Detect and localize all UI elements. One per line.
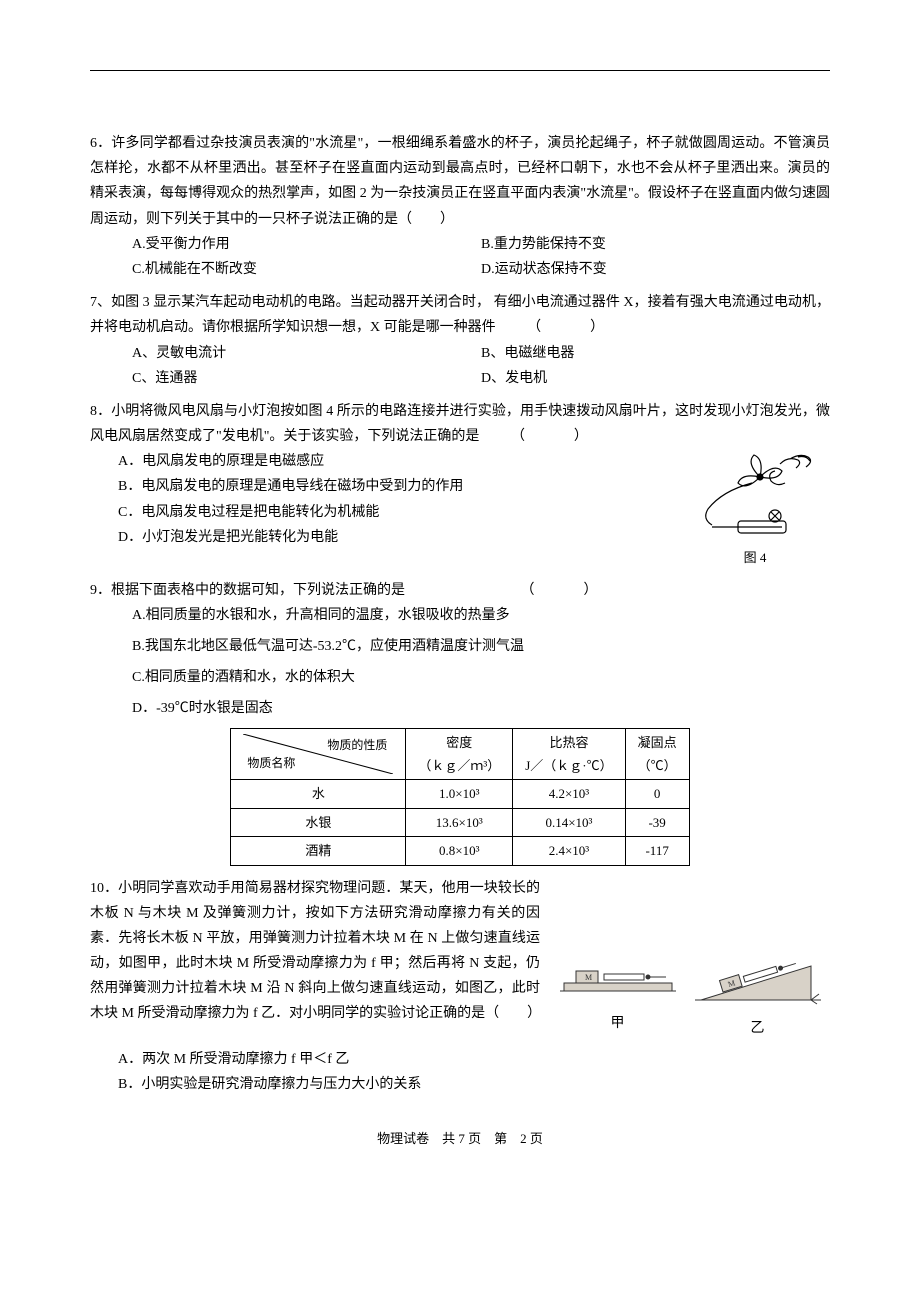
- q8-figure: 图 4: [680, 449, 830, 569]
- q10-text: 10．小明同学喜欢动手用简易器材探究物理问题．某天，他用一块较长的木板 N 与木…: [90, 876, 540, 1027]
- q8-fig-caption: 图 4: [680, 546, 830, 569]
- fan-circuit-icon: [680, 449, 830, 544]
- h1: 密度: [446, 735, 472, 750]
- q8-blank: （ ）: [483, 424, 595, 449]
- diag-top: 物质的性质: [327, 735, 387, 757]
- h2: 比热容: [549, 735, 588, 750]
- svg-text:M: M: [585, 973, 592, 982]
- q6-opt-d: D.运动状态保持不变: [481, 257, 830, 282]
- cell: 13.6×10³: [406, 808, 513, 836]
- h2u: J／（ｋｇ·℃）: [525, 758, 612, 773]
- col-freeze: 凝固点 （℃）: [625, 728, 689, 780]
- table-row: 水银 13.6×10³ 0.14×10³ -39: [231, 808, 689, 836]
- q9-options: A.相同质量的水银和水，升高相同的温度，水银吸收的热量多 B.我国东北地区最低气…: [90, 603, 830, 722]
- q10-figures: M 甲: [550, 876, 830, 1047]
- page-footer: 物理试卷 共 7 页 第 2 页: [90, 1127, 830, 1150]
- cell: 4.2×10³: [513, 780, 625, 808]
- q9-opt-a: A.相同质量的水银和水，升高相同的温度，水银吸收的热量多: [90, 603, 830, 628]
- q9-opt-c: C.相同质量的酒精和水，水的体积大: [90, 665, 830, 690]
- q7-opt-b: B、电磁继电器: [481, 341, 830, 366]
- h3: 凝固点: [638, 735, 677, 750]
- col-density: 密度 （ｋｇ／ｍ³）: [406, 728, 513, 780]
- friction-incline-icon: M: [693, 952, 823, 1007]
- cell: 0: [625, 780, 689, 808]
- q10-opt-b: B．小明实验是研究滑动摩擦力与压力大小的关系: [90, 1072, 830, 1097]
- q9-table: 物质的性质 物质名称 密度 （ｋｇ／ｍ³） 比热容 J／（ｋｇ·℃） 凝固点 （…: [230, 728, 689, 866]
- question-9: 9．根据下面表格中的数据可知，下列说法正确的是 （ ） A.相同质量的水银和水，…: [90, 578, 830, 866]
- q8-text: 8．小明将微风电风扇与小灯泡按如图 4 所示的电路连接并进行实验，用手快速拨动风…: [90, 399, 830, 449]
- question-6: 6．许多同学都看过杂技演员表演的"水流星"，一根细绳系着盛水的杯子，演员抡起绳子…: [90, 131, 830, 282]
- q9-opt-b: B.我国东北地区最低气温可达-53.2℃，应使用酒精温度计测气温: [90, 634, 830, 659]
- fig-b-label: 乙: [693, 1016, 823, 1041]
- q9-opt-d: D．-39℃时水银是固态: [90, 696, 830, 721]
- q6-opt-b: B.重力势能保持不变: [481, 232, 830, 257]
- q7-opt-a: A、灵敏电流计: [132, 341, 481, 366]
- fig-a-label: 甲: [558, 1011, 678, 1036]
- table-row: 水 1.0×10³ 4.2×10³ 0: [231, 780, 689, 808]
- table-row: 酒精 0.8×10³ 2.4×10³ -117: [231, 837, 689, 865]
- question-8: 8．小明将微风电风扇与小灯泡按如图 4 所示的电路连接并进行实验，用手快速拨动风…: [90, 399, 830, 570]
- cell: 1.0×10³: [406, 780, 513, 808]
- q8-opt-d: D．小灯泡发光是把光能转化为电能: [90, 525, 670, 550]
- q8-opt-a: A．电风扇发电的原理是电磁感应: [90, 449, 670, 474]
- cell: 2.4×10³: [513, 837, 625, 865]
- question-7: 7、如图 3 显示某汽车起动电动机的电路。当起动器开关闭合时， 有细小电流通过器…: [90, 290, 830, 391]
- cell: 水: [231, 780, 406, 808]
- cell: 水银: [231, 808, 406, 836]
- table-diag-header: 物质的性质 物质名称: [243, 734, 393, 774]
- q9-blank: （ ）: [409, 578, 605, 603]
- col-heat: 比热容 J／（ｋｇ·℃）: [513, 728, 625, 780]
- cell: 酒精: [231, 837, 406, 865]
- question-10: 10．小明同学喜欢动手用简易器材探究物理问题．某天，他用一块较长的木板 N 与木…: [90, 876, 830, 1098]
- q10-opt-a: A．两次 M 所受滑动摩擦力 f 甲＜f 乙: [90, 1047, 830, 1072]
- q6-opt-c: C.机械能在不断改变: [132, 257, 481, 282]
- q6-options: A.受平衡力作用 B.重力势能保持不变 C.机械能在不断改变 D.运动状态保持不…: [90, 232, 830, 282]
- q7-opt-d: D、发电机: [481, 366, 830, 391]
- h3u: （℃）: [638, 758, 677, 773]
- cell: 0.8×10³: [406, 837, 513, 865]
- q7-text: 7、如图 3 显示某汽车起动电动机的电路。当起动器开关闭合时， 有细小电流通过器…: [90, 290, 830, 340]
- q6-opt-a: A.受平衡力作用: [132, 232, 481, 257]
- cell: 0.14×10³: [513, 808, 625, 836]
- q8-body: 8．小明将微风电风扇与小灯泡按如图 4 所示的电路连接并进行实验，用手快速拨动风…: [90, 404, 830, 444]
- q9-body: 9．根据下面表格中的数据可知，下列说法正确的是: [90, 583, 405, 598]
- q6-text: 6．许多同学都看过杂技演员表演的"水流星"，一根细绳系着盛水的杯子，演员抡起绳子…: [90, 131, 830, 232]
- q9-text: 9．根据下面表格中的数据可知，下列说法正确的是 （ ）: [90, 578, 830, 603]
- cell: -39: [625, 808, 689, 836]
- cell: -117: [625, 837, 689, 865]
- q7-body: 7、如图 3 显示某汽车起动电动机的电路。当起动器开关闭合时， 有细小电流通过器…: [90, 295, 830, 335]
- q8-opt-c: C．电风扇发电过程是把电能转化为机械能: [90, 500, 670, 525]
- friction-flat-icon: M: [558, 957, 678, 1002]
- top-rule: [90, 70, 830, 71]
- q7-blank: （ ）: [499, 315, 611, 340]
- q8-opt-b: B．电风扇发电的原理是通电导线在磁场中受到力的作用: [90, 474, 670, 499]
- diag-bot: 物质名称: [247, 753, 295, 775]
- q7-options: A、灵敏电流计 B、电磁继电器 C、连通器 D、发电机: [90, 341, 830, 391]
- h1u: （ｋｇ／ｍ³）: [418, 758, 500, 773]
- q7-opt-c: C、连通器: [132, 366, 481, 391]
- q6-body: 6．许多同学都看过杂技演员表演的"水流星"，一根细绳系着盛水的杯子，演员抡起绳子…: [90, 136, 830, 227]
